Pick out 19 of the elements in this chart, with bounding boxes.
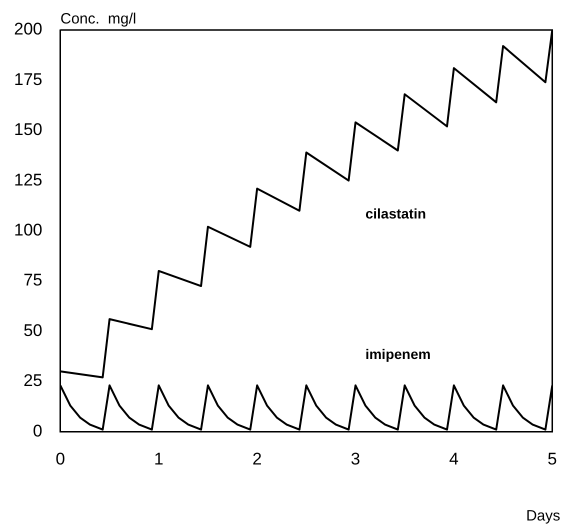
x-tick-label: 2: [252, 449, 262, 468]
x-tick-label: 0: [56, 449, 66, 468]
y-tick-label: 25: [23, 371, 42, 390]
y-axis-title: Conc. mg/l: [60, 10, 136, 28]
x-tick-label: 1: [154, 449, 164, 468]
x-tick-label: 5: [548, 449, 558, 468]
series-label: imipenem: [365, 346, 431, 362]
y-tick-label: 100: [14, 220, 42, 240]
y-tick-label: 175: [14, 70, 42, 89]
y-tick-label: 125: [14, 170, 42, 190]
x-tick-label: 4: [449, 449, 459, 468]
y-tick-label: 0: [32, 421, 42, 440]
y-tick-label: 50: [23, 320, 42, 340]
y-tick-label: 150: [14, 120, 42, 140]
y-tick-label: 75: [23, 270, 42, 290]
text: cilastatin: [365, 206, 426, 222]
x-tick-label: 3: [350, 449, 360, 468]
y-tick-label: 200: [14, 20, 42, 39]
x-axis-title: Days: [526, 508, 560, 525]
